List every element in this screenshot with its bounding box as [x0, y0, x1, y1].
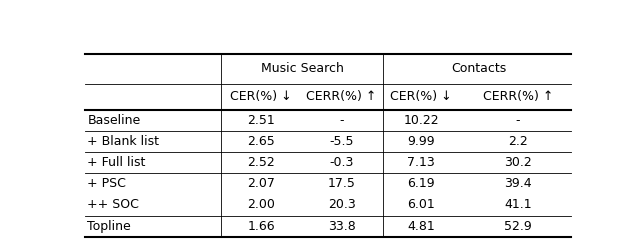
Text: 52.9: 52.9	[504, 220, 532, 233]
Text: 41.1: 41.1	[504, 199, 532, 211]
Text: + Full list: + Full list	[88, 156, 146, 169]
Text: 2.00: 2.00	[247, 199, 275, 211]
Text: -5.5: -5.5	[330, 135, 354, 148]
Text: 4.81: 4.81	[407, 220, 435, 233]
Text: 39.4: 39.4	[504, 177, 532, 190]
Text: Contacts: Contacts	[452, 62, 507, 75]
Text: 2.52: 2.52	[247, 156, 275, 169]
Text: + Blank list: + Blank list	[88, 135, 159, 148]
Text: -: -	[515, 114, 520, 127]
Text: Music Search: Music Search	[260, 62, 344, 75]
Text: 10.22: 10.22	[403, 114, 439, 127]
Text: Topline: Topline	[88, 220, 131, 233]
Text: 2.51: 2.51	[247, 114, 275, 127]
Text: CERR(%) ↑: CERR(%) ↑	[307, 90, 377, 103]
Text: 20.3: 20.3	[328, 199, 355, 211]
Text: Baseline: Baseline	[88, 114, 141, 127]
Text: CERR(%) ↑: CERR(%) ↑	[483, 90, 553, 103]
Text: CER(%) ↓: CER(%) ↓	[390, 90, 452, 103]
Text: 7.13: 7.13	[407, 156, 435, 169]
Text: 2.2: 2.2	[508, 135, 527, 148]
Text: CER(%) ↓: CER(%) ↓	[230, 90, 292, 103]
Text: 30.2: 30.2	[504, 156, 532, 169]
Text: + PSC: + PSC	[88, 177, 126, 190]
Text: 1.66: 1.66	[247, 220, 275, 233]
Text: 6.01: 6.01	[407, 199, 435, 211]
Text: 17.5: 17.5	[328, 177, 356, 190]
Text: 9.99: 9.99	[407, 135, 435, 148]
Text: 6.19: 6.19	[407, 177, 435, 190]
Text: 2.07: 2.07	[247, 177, 275, 190]
Text: -: -	[339, 114, 344, 127]
Text: 33.8: 33.8	[328, 220, 355, 233]
Text: ++ SOC: ++ SOC	[88, 199, 140, 211]
Text: 2.65: 2.65	[247, 135, 275, 148]
Text: -0.3: -0.3	[330, 156, 354, 169]
